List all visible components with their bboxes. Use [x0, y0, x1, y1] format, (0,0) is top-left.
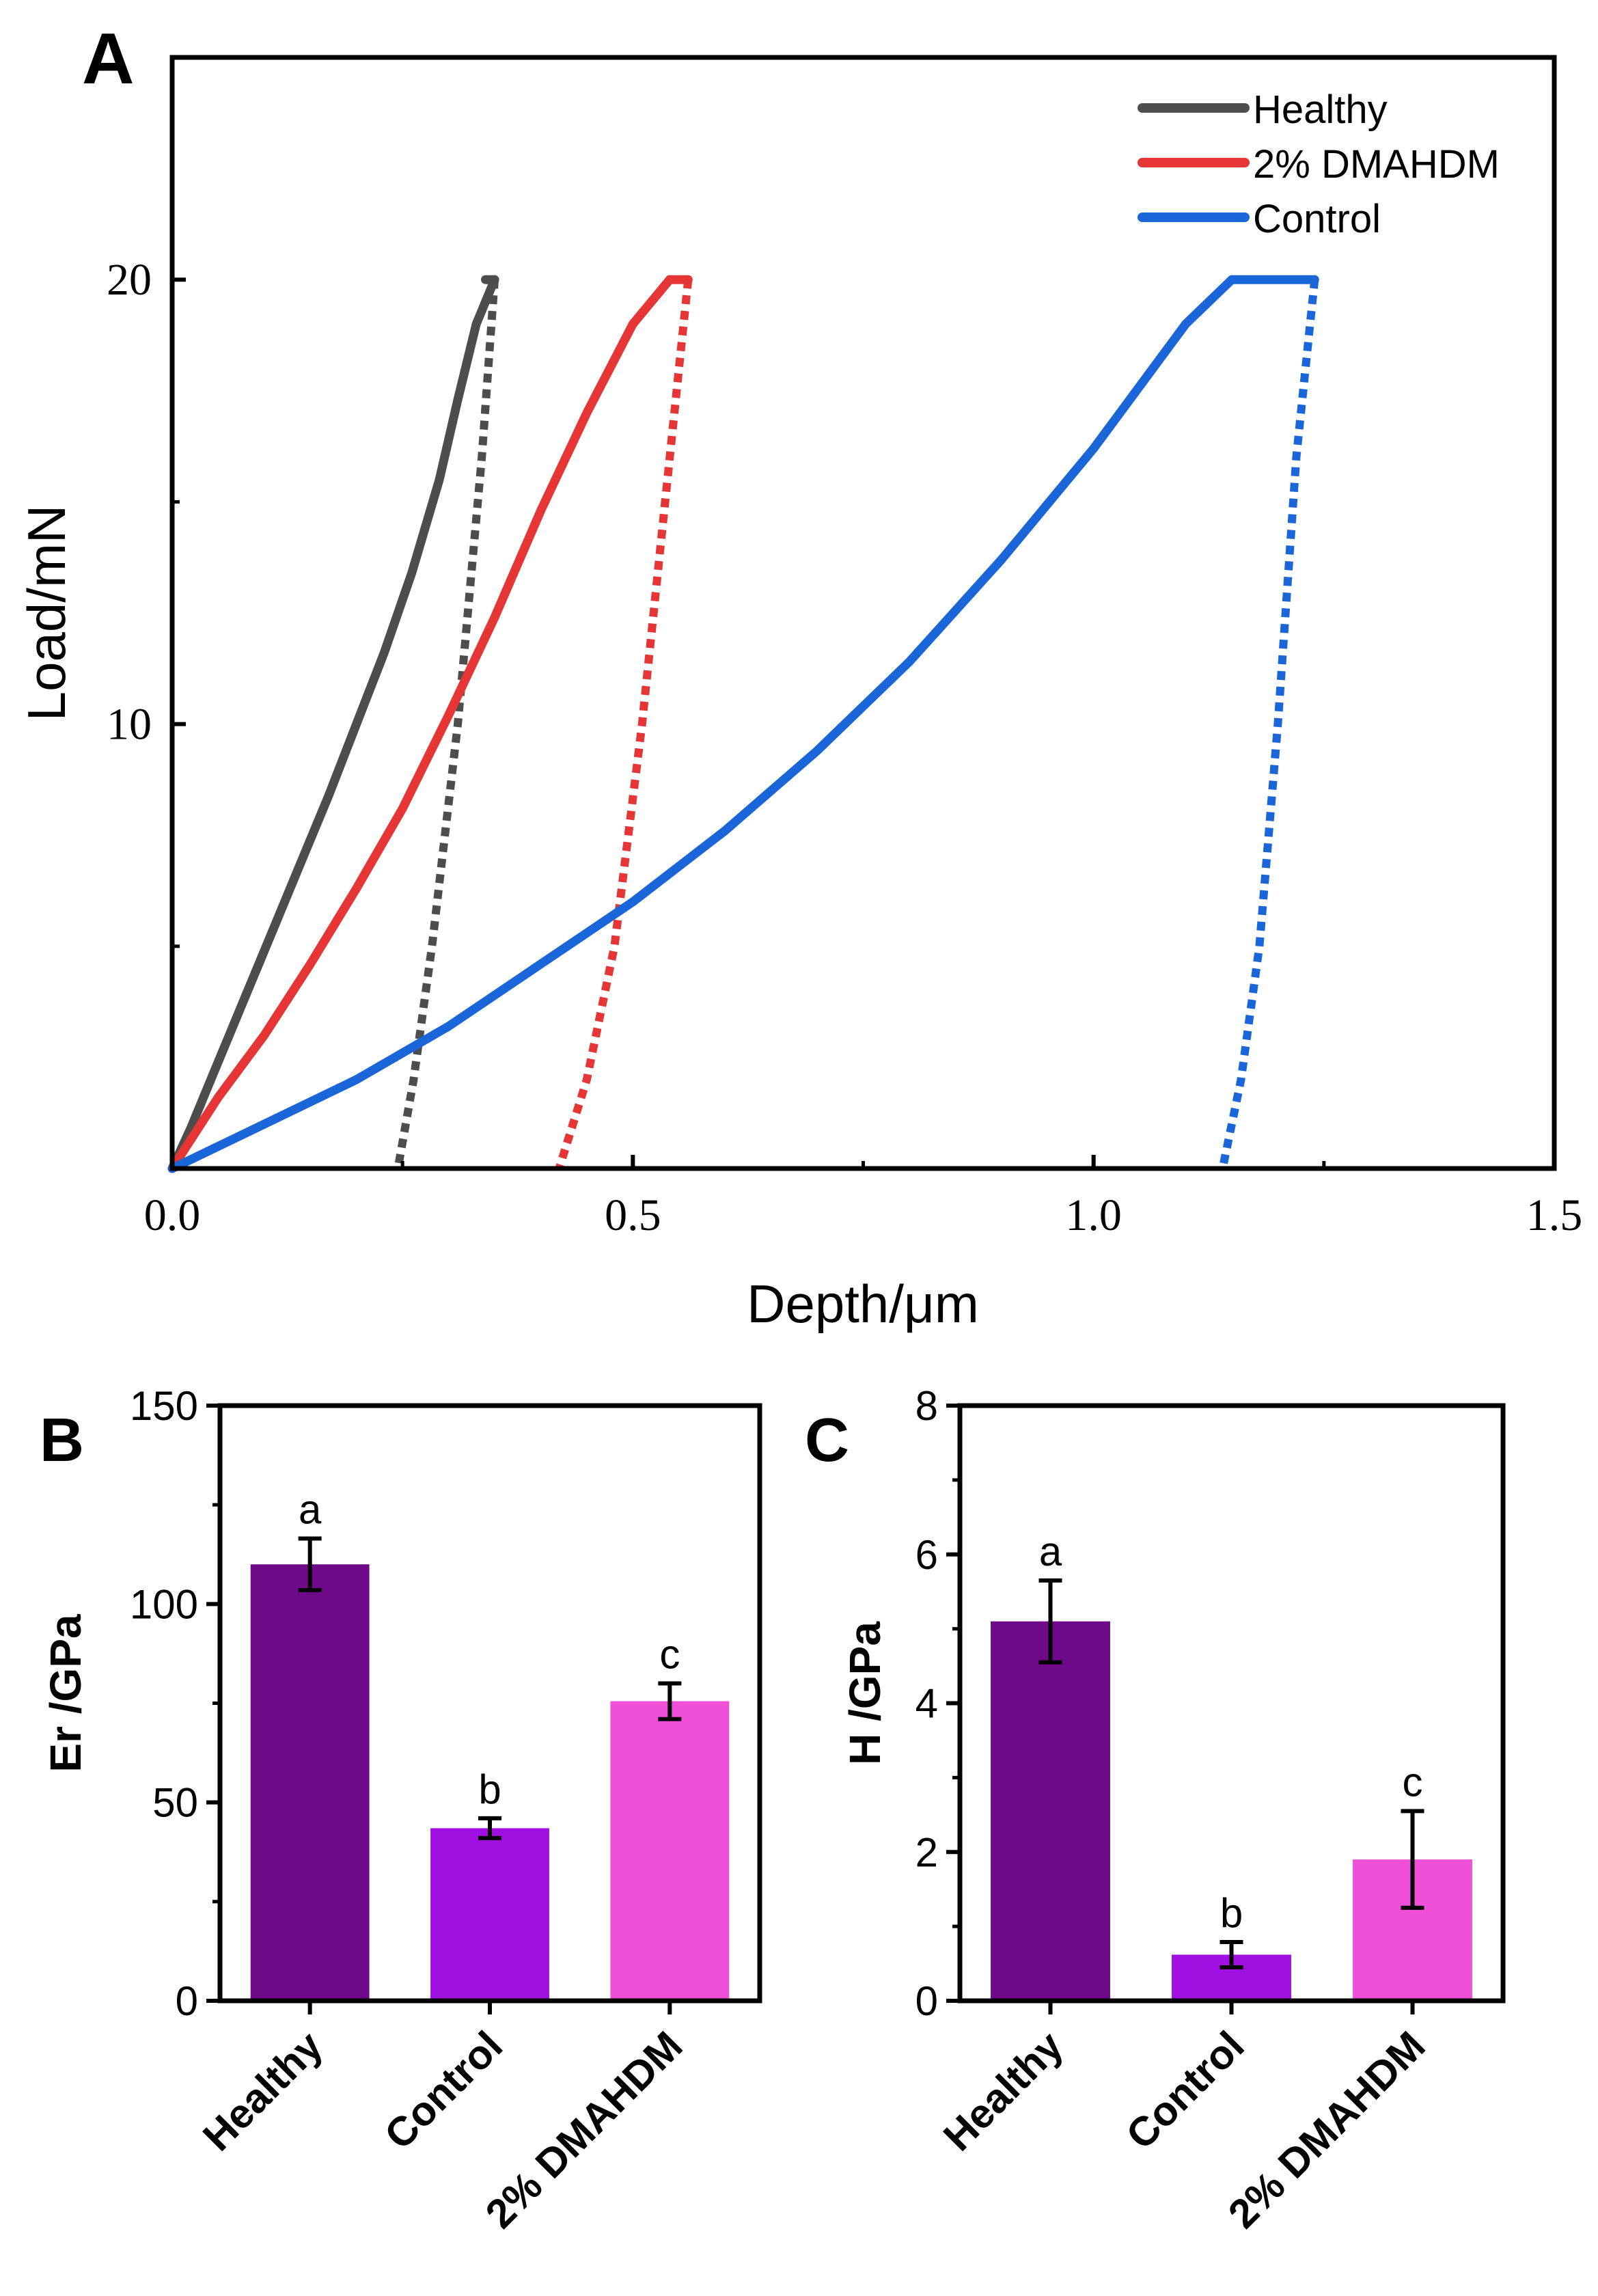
significance-letter: b: [1220, 1890, 1243, 1936]
x-tick-label: 0.5: [605, 1190, 661, 1240]
panel-a-y-axis-label: Load/mN: [16, 505, 77, 722]
category-label: Control: [1118, 2023, 1253, 2158]
series-control-unloading-curve: [1218, 279, 1319, 1170]
legend-label: Control: [1253, 197, 1381, 241]
y-tick-label: 8: [915, 1383, 938, 1429]
significance-letter: c: [659, 1631, 680, 1677]
significance-letter: a: [1039, 1529, 1062, 1574]
panel-a-line-chart: A 0.0 0.5 1.0 1.5 10 20 Healthy 2% DMAHDM Contr…: [16, 18, 1582, 1334]
panel-c-label: C: [805, 1406, 849, 1475]
x-tick-label: 1.0: [1065, 1190, 1122, 1240]
panel-c-y-axis-label: H /GPa: [840, 1622, 890, 1765]
bar-healthy: [250, 1564, 370, 2001]
series-2-dmahdm-unloading-curve: [555, 279, 693, 1170]
bar-2-dmahdm: [610, 1701, 730, 2001]
bar-healthy: [991, 1621, 1110, 2001]
y-tick-label: 0: [176, 1978, 198, 2024]
significance-letter: a: [299, 1487, 322, 1533]
y-tick-label: 10: [107, 700, 152, 750]
y-tick-label: 50: [152, 1780, 198, 1826]
x-tick-label: 1.5: [1526, 1190, 1583, 1240]
panel-b-label: B: [40, 1406, 84, 1475]
y-tick-label: 0: [915, 1978, 938, 2024]
y-tick-label: 20: [107, 255, 152, 305]
category-label: Control: [376, 2023, 511, 2158]
panel-a-x-axis-label: Depth/μm: [747, 1274, 979, 1334]
panel-a-curves: [167, 275, 1319, 1173]
y-tick-label: 4: [915, 1681, 938, 1727]
series-2-dmahdm-loading-curve: [167, 275, 674, 1173]
y-tick-label: 2: [915, 1829, 938, 1875]
significance-letter: c: [1403, 1759, 1423, 1805]
significance-letter: b: [478, 1766, 501, 1812]
x-tick-label: 0.0: [144, 1190, 201, 1240]
y-tick-label: 100: [130, 1581, 198, 1627]
y-tick-label: 6: [915, 1532, 938, 1578]
panel-b-y-axis-label: Er /GPa: [41, 1614, 90, 1773]
series-healthy-unloading-curve: [394, 279, 499, 1170]
legend-label: Healthy: [1253, 87, 1388, 132]
category-label: Healthy: [194, 2022, 331, 2159]
panel-a-axes: 0.0 0.5 1.0 1.5 10 20: [107, 255, 1582, 1240]
bar-control: [430, 1828, 549, 2001]
legend-label: 2% DMAHDM: [1253, 142, 1500, 187]
panel-a-legend: Healthy 2% DMAHDM Control: [1138, 87, 1500, 241]
y-tick-label: 150: [130, 1383, 198, 1429]
panel-a-label: A: [82, 18, 135, 99]
series-healthy-loading-curve: [167, 275, 499, 1173]
category-label: Healthy: [935, 2022, 1072, 2159]
series-control-loading-curve: [167, 275, 1237, 1173]
